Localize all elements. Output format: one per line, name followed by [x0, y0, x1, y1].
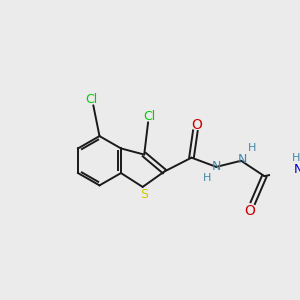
Text: O: O [244, 204, 255, 218]
Text: H: H [203, 173, 211, 183]
Text: Cl: Cl [143, 110, 156, 123]
Text: S: S [140, 188, 148, 201]
Text: O: O [191, 118, 203, 131]
Text: H: H [292, 153, 300, 164]
Text: N: N [212, 160, 221, 173]
Text: N: N [238, 153, 247, 166]
Text: N: N [294, 164, 300, 176]
Text: H: H [248, 143, 256, 153]
Text: Cl: Cl [85, 93, 98, 106]
